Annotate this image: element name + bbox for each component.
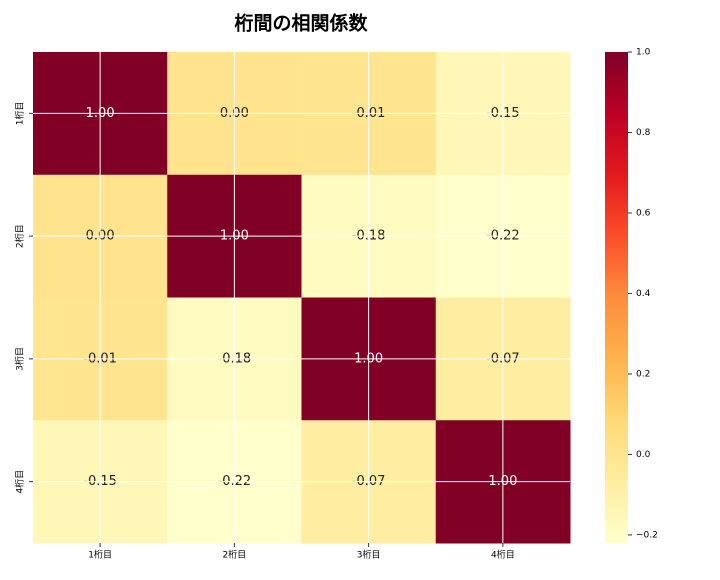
y-tick-label: 1桁目 [14,102,26,126]
x-tick-label: 2桁目 [223,549,247,561]
chart-title: 桁間の相関係数 [234,12,368,35]
y-tick-label: 4桁目 [14,470,26,494]
colorbar-tick-label: 0.6 [636,208,651,218]
x-tick-label: 4桁目 [491,549,515,561]
colorbar-tick-label: 1.0 [636,48,651,58]
colorbar-tick-label: 0.0 [636,450,651,460]
y-tick-label: 2桁目 [14,224,26,248]
x-tick-label: 1桁目 [88,549,112,561]
colorbar-tick-label: −0.2 [636,530,658,540]
colorbar-tick-label: 0.8 [636,128,651,138]
colorbar-tick-label: 0.2 [636,369,650,379]
colorbar-tick-label: 0.4 [636,289,651,299]
x-tick-label: 3桁目 [357,549,381,561]
colorbar [605,52,628,543]
y-tick-label: 3桁目 [14,347,26,371]
